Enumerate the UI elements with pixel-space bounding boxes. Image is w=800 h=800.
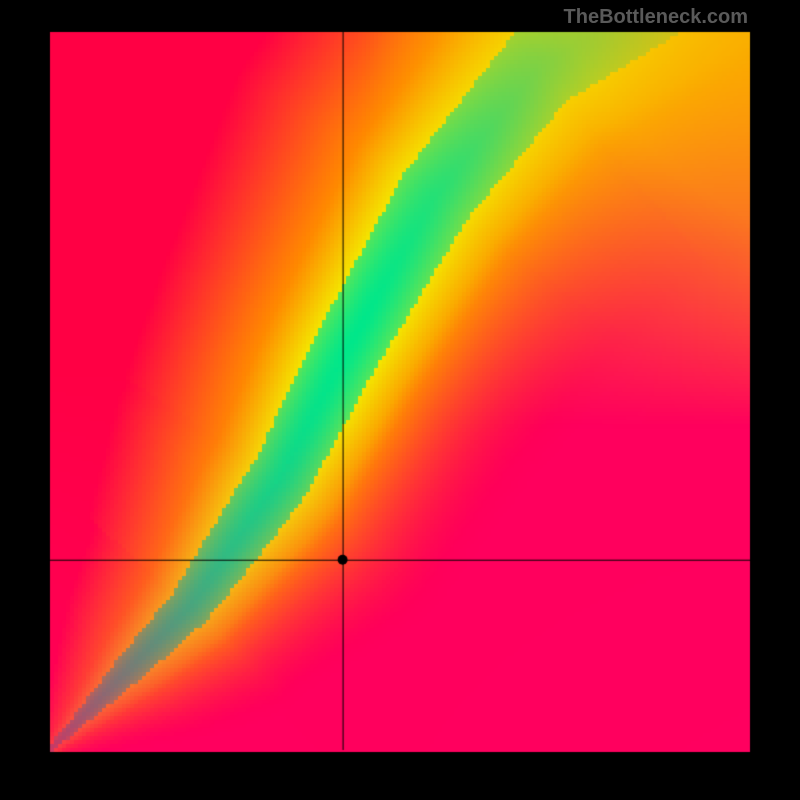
heatmap-canvas: [0, 0, 800, 800]
chart-container: TheBottleneck.com: [0, 0, 800, 800]
watermark-text: TheBottleneck.com: [564, 6, 748, 29]
